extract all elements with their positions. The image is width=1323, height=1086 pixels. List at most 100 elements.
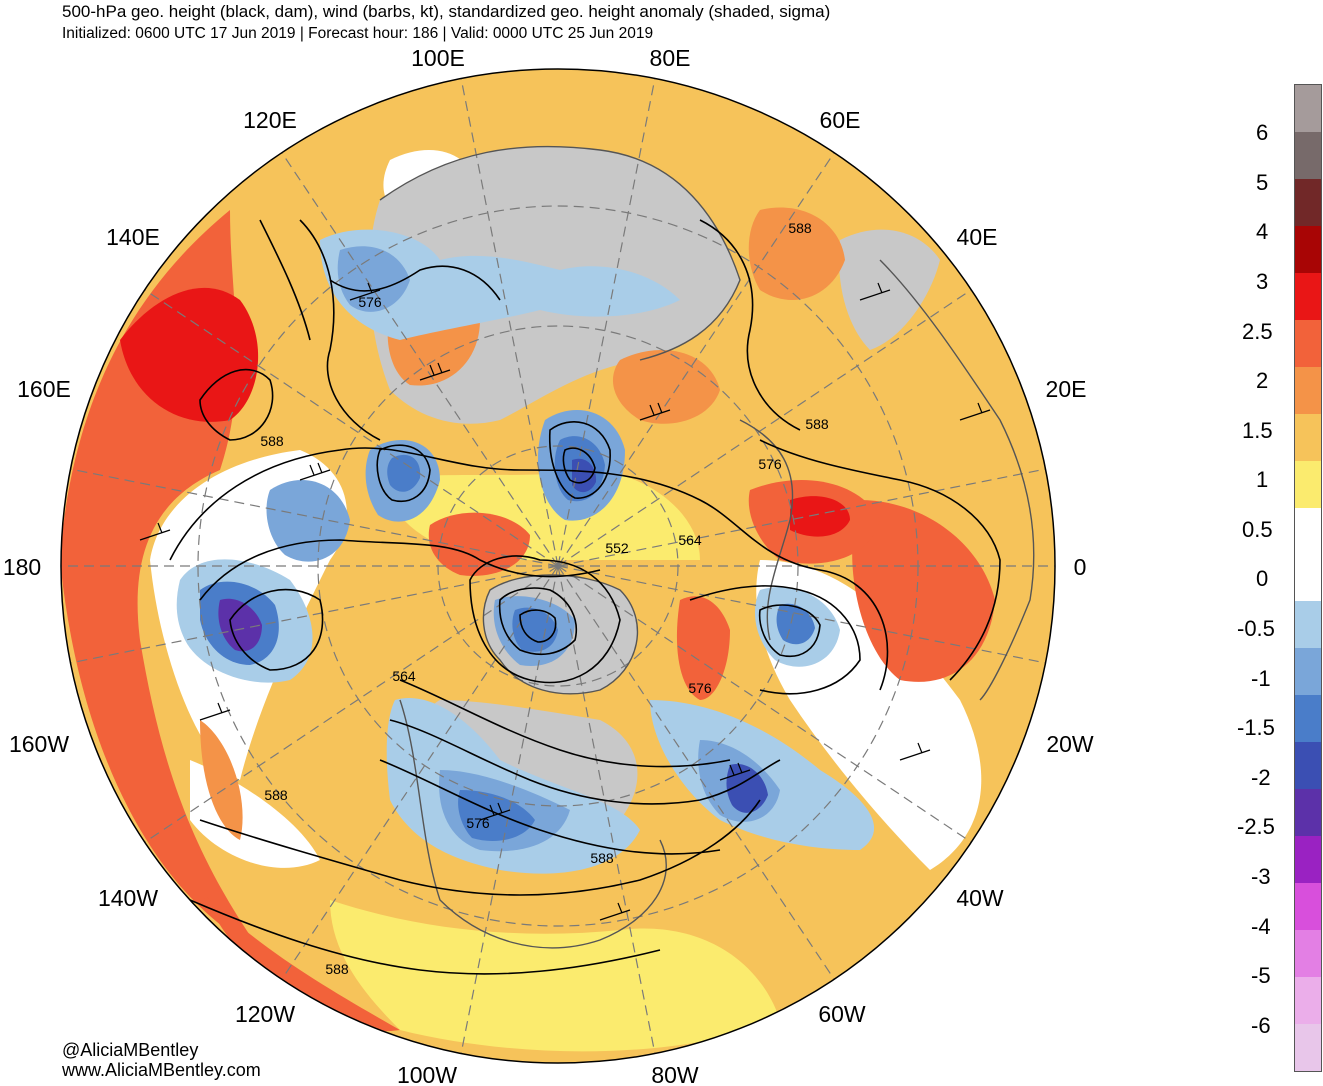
colorbar-tick-label: 5 [1256,170,1269,195]
anomaly-red-arctic [428,512,530,576]
colorbar-tick-label: 2 [1256,368,1269,393]
anomaly-purple-pacific-low [218,598,262,652]
contour-label: 576 [358,294,382,310]
anomaly-blue2-northatlantic [776,603,815,645]
anomaly-blue-asia-north [320,229,680,340]
anomaly-orange-africa [852,500,995,682]
anomaly-purple-atlantic-low [726,764,768,813]
colorbar-tick-label: -2 [1251,765,1271,790]
colorbar-tick-label: 1.5 [1242,418,1273,443]
colorbar-segment [1295,272,1321,321]
colorbar-segment [1295,507,1321,555]
contour-label: 576 [688,680,712,696]
lon-label-100w: 100W [397,1062,457,1086]
colorbar-tick-label: 6 [1256,120,1269,145]
colorbar-segment [1295,131,1321,180]
colorbar-tick-label: -1 [1251,666,1271,691]
colorbar [1294,84,1322,1072]
chart-title: 500-hPa geo. height (black, dam), wind (… [62,2,831,21]
colorbar-segment [1295,789,1321,837]
contour-label: 588 [325,961,349,977]
colorbar-tick-label: -0.5 [1237,616,1275,641]
colorbar-segment [1295,601,1321,649]
colorbar-segment [1295,225,1321,274]
contour-label: 576 [466,815,490,831]
lon-label-160w: 160W [9,731,69,757]
colorbar-segment [1295,85,1321,133]
lon-label-140w: 140W [98,885,158,911]
colorbar-segment [1295,413,1321,462]
credit-handle: @AliciaMBentley [62,1040,199,1060]
anomaly-orange-siberia [612,350,720,424]
colorbar-segment [1295,319,1321,368]
lon-label-0: 0 [1074,554,1087,580]
anomaly-blue3-namerica [458,790,535,841]
map-border [60,68,1056,1064]
lon-label-140e: 140E [106,224,160,250]
colorbar-segment [1295,695,1321,743]
colorbar-tick-label: 0.5 [1242,517,1273,542]
colorbar-tick-label: -2.5 [1237,814,1275,839]
lon-label-160e: 160E [17,376,71,402]
colorbar-segment [1295,178,1321,227]
wind-barbs [139,282,991,921]
contour-label: 588 [260,433,284,449]
contour-label: 588 [590,850,614,866]
lon-label-60w: 60W [818,1001,866,1027]
lon-label-20e: 20E [1046,376,1087,402]
anomaly-deepred-pacific [120,287,259,422]
colorbar-tick-label: 1 [1256,467,1269,492]
lon-label-40e: 40E [957,224,998,250]
colorbar-tick-label: 3 [1256,269,1269,294]
chart-subtitle: Initialized: 0600 UTC 17 Jun 2019 | Fore… [62,25,654,42]
anomaly-blue2-asia-north [337,246,410,312]
colorbar-tick-label: 0 [1256,566,1269,591]
contour-label: 552 [605,540,629,556]
colorbar-tick-label: -3 [1251,864,1271,889]
credit-website[interactable]: www.AliciaMBentley.com [62,1060,261,1080]
lon-label-80w: 80W [651,1062,699,1086]
anomaly-red-atlantic [676,596,730,700]
lon-label-60e: 60E [820,107,861,133]
contour-label: 588 [264,787,288,803]
colorbar-segment [1295,742,1321,790]
colorbar-tick-label: 4 [1256,219,1269,244]
colorbar-segment [1295,460,1321,509]
anomaly-yellow-south [330,900,780,1052]
lon-label-120w: 120W [235,1001,295,1027]
graticule [61,77,1055,1055]
height-contours [169,219,1001,975]
colorbar-segment [1295,977,1321,1025]
colorbar-tick-label: -1.5 [1237,715,1275,740]
anomaly-deepred-mediterranean [790,496,850,537]
colorbar-segment [1295,1024,1321,1072]
lon-label-80e: 80E [650,45,691,71]
lon-label-100e: 100E [411,45,465,71]
colorbar-segment [1295,883,1321,931]
lon-label-40w: 40W [956,885,1004,911]
coastlines [379,145,1035,949]
colorbar-tick-label: -5 [1251,963,1271,988]
colorbar-segment [1295,930,1321,978]
colorbar-tick-label: -4 [1251,914,1271,939]
colorbar-segment [1295,554,1321,602]
colorbar-segment [1295,366,1321,415]
lon-label-180: 180 [3,554,41,580]
longitude-labels: 100E 80E 120E 60E 140E 40E 160E 20E 180 … [3,45,1094,1086]
anomaly-blue2-kamchatka [387,454,421,492]
contour-labels: 588 588 576 588 576 564 552 564 576 564 … [260,220,829,977]
lon-label-20w: 20W [1046,731,1094,757]
contour-label: 576 [758,456,782,472]
anomaly-orange-sw [200,720,243,840]
contour-label: 564 [392,668,416,684]
contour-label: 588 [805,416,829,432]
colorbar-tick-label: 2.5 [1242,319,1273,344]
colorbar-tick-label: -6 [1251,1013,1271,1038]
anomaly-blue-bering [266,480,350,562]
contour-label: 588 [788,220,812,236]
contour-label: 564 [678,532,702,548]
lon-label-120e: 120E [243,107,297,133]
colorbar-segment [1295,836,1321,884]
colorbar-segment [1295,648,1321,696]
